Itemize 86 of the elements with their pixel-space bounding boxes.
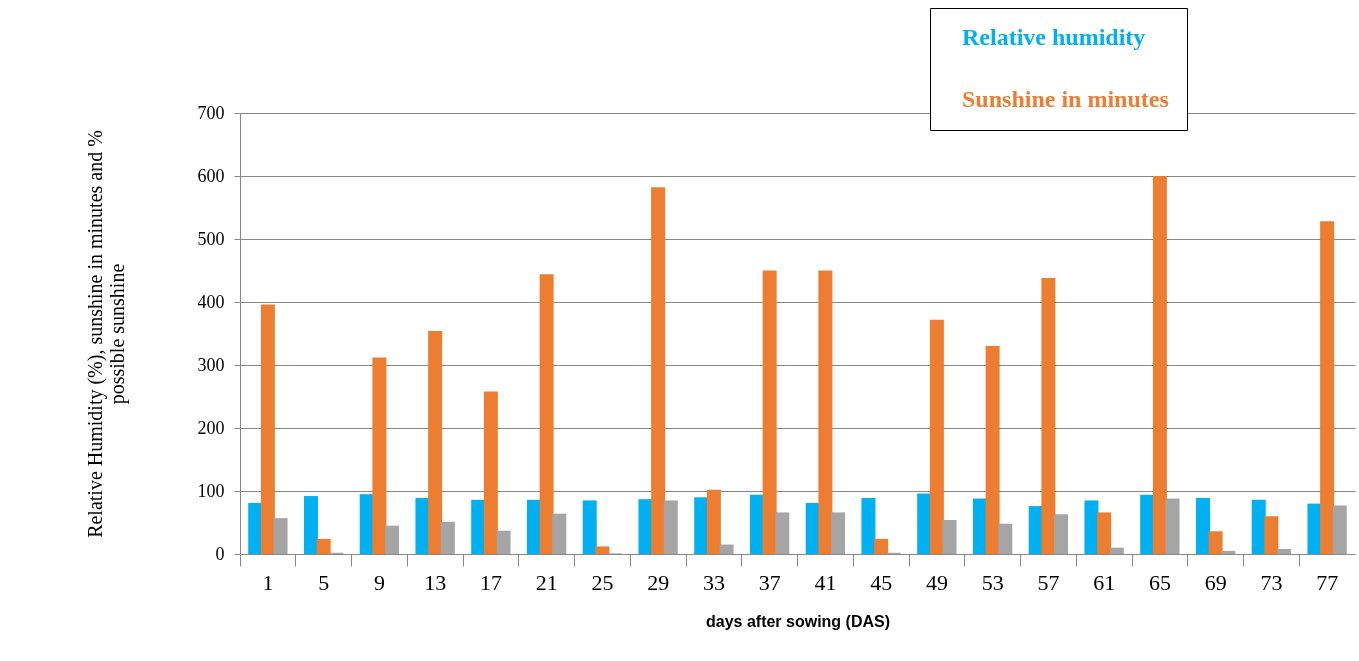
bar <box>415 497 430 554</box>
x-tick-label: 5 <box>318 569 330 595</box>
bar <box>1054 514 1069 554</box>
x-tick-label: 53 <box>981 569 1004 595</box>
bar <box>694 497 709 554</box>
y-tick-label: 0 <box>215 543 225 564</box>
bar <box>1097 512 1112 554</box>
bar <box>496 530 511 554</box>
bar <box>1084 500 1099 554</box>
bar <box>552 513 567 554</box>
x-tick-label: 49 <box>925 569 948 595</box>
bar <box>428 330 443 554</box>
bar <box>651 187 666 554</box>
bar <box>775 512 790 554</box>
bar <box>248 502 263 554</box>
x-tick-label: 29 <box>647 569 670 595</box>
bar <box>1221 550 1236 554</box>
x-axis-title: days after sowing (DAS) <box>705 612 891 630</box>
bar <box>1109 547 1124 554</box>
bar <box>917 493 932 554</box>
y-tick-label: 600 <box>197 165 225 186</box>
bar <box>1152 176 1167 554</box>
bar <box>1041 278 1056 554</box>
bar <box>1307 503 1322 554</box>
bar <box>582 500 597 554</box>
bar <box>985 346 1000 554</box>
bar <box>260 304 275 554</box>
bar <box>1264 516 1279 554</box>
bar <box>663 500 678 554</box>
bar <box>861 497 876 554</box>
bar <box>1208 531 1223 554</box>
bar <box>831 512 846 554</box>
bar <box>539 274 554 554</box>
bar <box>1320 221 1335 554</box>
bar <box>1251 499 1266 554</box>
bar <box>1165 498 1180 554</box>
y-tick-label: 700 <box>197 102 225 123</box>
bar <box>471 499 486 554</box>
bar <box>595 546 610 554</box>
bar <box>273 518 288 554</box>
bar <box>998 523 1013 554</box>
x-tick-label: 65 <box>1148 569 1171 595</box>
x-tick-label: 69 <box>1204 569 1227 595</box>
x-tick-label: 45 <box>870 569 893 595</box>
bar <box>372 357 387 554</box>
x-tick-label: 9 <box>373 569 385 595</box>
bar <box>719 544 734 554</box>
x-tick-label: 13 <box>424 569 447 595</box>
y-tick-label: 100 <box>197 480 225 501</box>
bar <box>316 538 331 554</box>
bar <box>706 489 721 554</box>
x-tick-label: 61 <box>1093 569 1116 595</box>
bar <box>929 319 944 554</box>
bar <box>483 391 498 554</box>
bar <box>942 519 957 554</box>
bar <box>385 525 400 554</box>
bar <box>1195 497 1210 554</box>
text: Sunshine in minutes <box>962 86 1169 112</box>
bar <box>526 499 541 554</box>
y-tick-label: 500 <box>197 228 225 249</box>
bar <box>1277 548 1292 554</box>
x-tick-label: 73 <box>1260 569 1283 595</box>
x-tick-label: 1 <box>262 569 274 595</box>
bar <box>440 521 455 554</box>
x-tick-label: 57 <box>1037 569 1060 595</box>
bar <box>762 270 777 554</box>
x-tick-label: 33 <box>702 569 725 595</box>
x-tick-label: 77 <box>1316 569 1339 595</box>
bar <box>303 496 318 554</box>
y-tick-label: 200 <box>197 417 225 438</box>
bar <box>1332 505 1347 554</box>
x-tick-label: 21 <box>535 569 558 595</box>
bar <box>874 538 889 554</box>
x-tick-label: 17 <box>479 569 502 595</box>
y-axis-title: Relative Humidity (%), sunshine in minutes and % possible sunshine <box>83 130 129 538</box>
bar <box>638 499 653 554</box>
text: Relative humidity <box>962 24 1146 50</box>
x-tick-label: 25 <box>591 569 614 595</box>
x-tick-label: 37 <box>758 569 781 595</box>
bar <box>749 494 764 554</box>
x-tick-label: 41 <box>814 569 837 595</box>
y-tick-label: 300 <box>197 354 225 375</box>
bar <box>972 498 987 554</box>
y-tick-label: 400 <box>197 291 225 312</box>
bar <box>1140 494 1155 554</box>
bar <box>818 270 833 554</box>
